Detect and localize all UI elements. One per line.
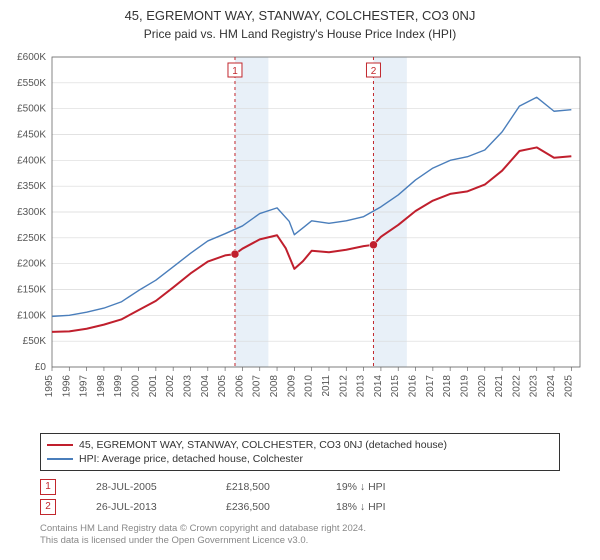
svg-text:£400K: £400K (17, 155, 46, 166)
svg-text:2016: 2016 (408, 375, 419, 398)
svg-text:2006: 2006 (234, 375, 245, 398)
legend-item: HPI: Average price, detached house, Colc… (47, 452, 553, 466)
svg-text:2024: 2024 (546, 375, 557, 398)
svg-text:£350K: £350K (17, 181, 46, 192)
svg-text:£0: £0 (35, 362, 47, 373)
svg-text:2: 2 (371, 66, 377, 77)
svg-text:2013: 2013 (356, 375, 367, 398)
svg-text:£450K: £450K (17, 130, 46, 141)
svg-text:2010: 2010 (304, 375, 315, 398)
event-price: £236,500 (226, 501, 296, 513)
svg-text:2005: 2005 (217, 375, 228, 398)
event-date: 28-JUL-2005 (96, 481, 186, 493)
svg-text:2003: 2003 (182, 375, 193, 398)
svg-text:£550K: £550K (17, 78, 46, 89)
svg-text:2023: 2023 (529, 375, 540, 398)
svg-text:2019: 2019 (459, 375, 470, 398)
svg-text:2012: 2012 (338, 375, 349, 398)
svg-text:£100K: £100K (17, 310, 46, 321)
svg-text:£200K: £200K (17, 259, 46, 270)
legend: 45, EGREMONT WAY, STANWAY, COLCHESTER, C… (40, 433, 560, 471)
event-row: 2 26-JUL-2013 £236,500 18% ↓ HPI (40, 497, 560, 517)
event-delta: 18% ↓ HPI (336, 501, 416, 513)
legend-label: 45, EGREMONT WAY, STANWAY, COLCHESTER, C… (79, 439, 447, 451)
event-price: £218,500 (226, 481, 296, 493)
legend-swatch (47, 444, 73, 446)
footer-line-1: Contains HM Land Registry data © Crown c… (40, 523, 560, 535)
chart-area: £0 £50K £100K £150K £200K £250K £300K £350K £400… (0, 47, 600, 427)
svg-text:1995: 1995 (44, 375, 55, 398)
svg-text:£50K: £50K (23, 336, 47, 347)
event-number-badge: 2 (40, 499, 56, 515)
svg-text:2017: 2017 (425, 375, 436, 398)
svg-text:2007: 2007 (252, 375, 263, 398)
svg-text:£250K: £250K (17, 233, 46, 244)
chart-subtitle: Price paid vs. HM Land Registry's House … (0, 23, 600, 47)
svg-text:£150K: £150K (17, 285, 46, 296)
svg-text:2009: 2009 (286, 375, 297, 398)
svg-text:2025: 2025 (563, 375, 574, 398)
svg-text:£300K: £300K (17, 207, 46, 218)
svg-text:£600K: £600K (17, 52, 46, 63)
line-chart: £0 £50K £100K £150K £200K £250K £300K £350K £400… (0, 47, 600, 427)
svg-text:1999: 1999 (113, 375, 124, 398)
event-number-badge: 1 (40, 479, 56, 495)
svg-text:1996: 1996 (61, 375, 72, 398)
svg-text:2011: 2011 (321, 375, 332, 397)
svg-text:2001: 2001 (148, 375, 159, 398)
footer-line-2: This data is licensed under the Open Gov… (40, 535, 560, 547)
legend-label: HPI: Average price, detached house, Colc… (79, 453, 303, 465)
svg-text:£500K: £500K (17, 104, 46, 115)
legend-swatch (47, 458, 73, 460)
svg-text:2000: 2000 (131, 375, 142, 398)
svg-text:1: 1 (232, 66, 238, 77)
svg-text:2004: 2004 (200, 375, 211, 398)
events-table: 1 28-JUL-2005 £218,500 19% ↓ HPI 2 26-JUL-201… (40, 477, 560, 517)
event-date: 26-JUL-2013 (96, 501, 186, 513)
svg-text:2002: 2002 (165, 375, 176, 398)
svg-text:2015: 2015 (390, 375, 401, 398)
footer-attribution: Contains HM Land Registry data © Crown c… (40, 523, 560, 548)
svg-text:1998: 1998 (96, 375, 107, 398)
svg-text:2008: 2008 (269, 375, 280, 398)
container: 45, EGREMONT WAY, STANWAY, COLCHESTER, C… (0, 0, 600, 560)
svg-text:1997: 1997 (79, 375, 90, 398)
svg-text:2014: 2014 (373, 375, 384, 398)
event-row: 1 28-JUL-2005 £218,500 19% ↓ HPI (40, 477, 560, 497)
svg-text:2018: 2018 (442, 375, 453, 398)
svg-text:2020: 2020 (477, 375, 488, 398)
svg-text:2022: 2022 (511, 375, 522, 398)
chart-title: 45, EGREMONT WAY, STANWAY, COLCHESTER, C… (0, 0, 600, 23)
svg-text:2021: 2021 (494, 375, 505, 398)
event-delta: 19% ↓ HPI (336, 481, 416, 493)
legend-item: 45, EGREMONT WAY, STANWAY, COLCHESTER, C… (47, 438, 553, 452)
